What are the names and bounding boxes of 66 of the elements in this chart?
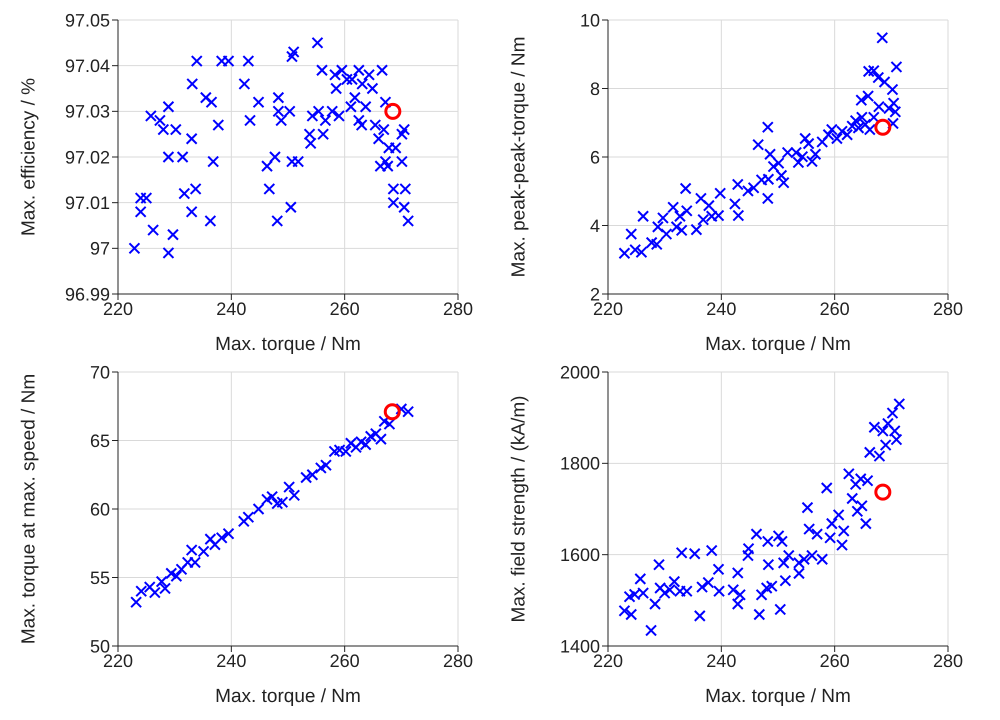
x-axis-title: Max. torque / Nm — [705, 686, 851, 707]
y-tick-label: 55 — [90, 568, 110, 588]
point — [130, 596, 142, 608]
y-axis-title: Max. field strength / (kA/m) — [508, 395, 530, 623]
x-tick-label: 280 — [932, 298, 964, 319]
x-tick-label: 240 — [706, 650, 736, 671]
y-tick-label: 8 — [590, 78, 600, 99]
y-tick-label: 4 — [590, 216, 600, 236]
point — [156, 576, 168, 588]
x-tick-label: 280 — [442, 298, 474, 319]
y-tick-label: 60 — [90, 499, 110, 520]
point — [306, 468, 318, 481]
y-tick-label: 10 — [580, 10, 600, 30]
y-axis-title: Max. peak-peak-torque / Nm — [508, 36, 530, 278]
point — [242, 511, 254, 524]
point — [320, 459, 332, 472]
point — [370, 428, 382, 440]
y-tick-label: 97.01 — [64, 193, 110, 214]
point — [395, 402, 408, 415]
point — [252, 503, 265, 515]
point — [222, 528, 234, 540]
x-tick-label: 280 — [442, 650, 474, 671]
x-axis-title: Max. torque / Nm — [215, 686, 361, 707]
x-tick-label: 280 — [932, 650, 964, 671]
point — [261, 493, 274, 506]
point — [165, 567, 178, 580]
point — [283, 481, 296, 494]
y-tick-label: 70 — [90, 362, 110, 382]
point — [266, 490, 278, 503]
point — [175, 563, 188, 576]
x-tick-label: 240 — [706, 298, 736, 319]
x-tick-label: 260 — [820, 650, 850, 671]
x-tick-label: 260 — [820, 298, 850, 319]
x-tick-label: 260 — [330, 298, 360, 319]
point — [170, 570, 182, 582]
y-axis-title: Max. torque at max. speed / Nm — [18, 374, 40, 644]
x-axis-title: Max. torque / Nm — [705, 334, 851, 355]
y-tick-label: 97 — [90, 238, 110, 259]
point — [288, 489, 300, 502]
y-tick-label: 97.04 — [64, 56, 110, 76]
x-tick-label: 260 — [330, 650, 360, 671]
point — [314, 462, 327, 474]
y-tick-label: 1600 — [560, 545, 600, 566]
point — [378, 415, 390, 428]
y-tick-label: 97.05 — [64, 10, 110, 30]
point — [276, 496, 288, 508]
y-tick-label: 65 — [90, 430, 110, 451]
point — [300, 471, 312, 484]
point — [238, 515, 250, 528]
x-axis-title: Max. torque / Nm — [215, 334, 361, 355]
y-tick-label: 97.02 — [64, 147, 110, 168]
y-axis-title: Max. efficiency / % — [18, 78, 40, 236]
y-tick-label: 97.03 — [64, 102, 110, 122]
point — [208, 538, 221, 551]
x-tick-label: 240 — [216, 298, 246, 319]
x-tick-label: 240 — [216, 650, 246, 671]
y-tick-label: 2000 — [560, 362, 600, 382]
y-tick-label: 1800 — [560, 454, 600, 474]
y-tick-label: 6 — [590, 147, 600, 168]
point — [402, 406, 414, 418]
point — [383, 418, 396, 430]
point — [271, 498, 284, 510]
point — [159, 582, 172, 594]
point — [384, 403, 401, 420]
point — [144, 581, 156, 594]
point — [334, 444, 346, 456]
